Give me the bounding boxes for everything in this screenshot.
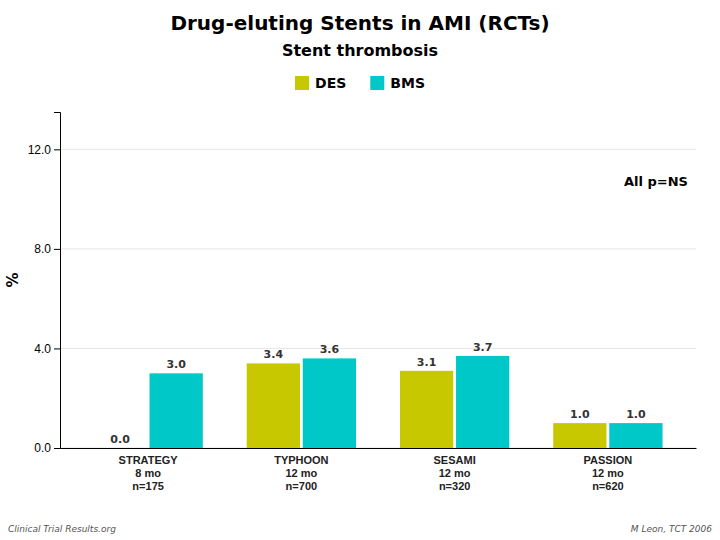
- bar: [303, 358, 356, 448]
- tick: 8.0: [34, 242, 60, 256]
- bars: [150, 356, 663, 448]
- tick: SESAMI12 mon=320: [434, 448, 476, 492]
- legend-swatch: [295, 76, 309, 90]
- legend: DES BMS: [295, 75, 425, 91]
- tick: STRATEGY8 mon=175: [119, 448, 179, 492]
- tick-label: 4.0: [34, 342, 51, 356]
- tick-label: 12.0: [28, 143, 52, 157]
- data-labels: 0.0 3.4 3.1 1.0 3.0 3.6 3.7 1.0: [110, 341, 646, 446]
- tick-mark: [54, 448, 60, 449]
- tick-label: TYPHOON12 mon=700: [274, 454, 328, 492]
- data-label: 1.0: [626, 408, 646, 421]
- data-label: 3.4: [264, 348, 284, 361]
- legend-item: DES: [295, 75, 346, 91]
- tick-label: 8.0: [34, 242, 51, 256]
- legend-item: BMS: [370, 75, 425, 91]
- tick-label: SESAMI12 mon=320: [434, 454, 476, 492]
- grid-line: [60, 348, 696, 349]
- tick: 12.0: [28, 143, 60, 157]
- data-label: 1.0: [570, 408, 590, 421]
- grid-line: [60, 149, 696, 150]
- annotation: All p=NS: [624, 174, 688, 189]
- data-label: 3.6: [320, 343, 340, 356]
- bar: [93, 448, 146, 449]
- axis-line: [61, 448, 697, 449]
- axis-line: [54, 113, 61, 449]
- bar: [247, 363, 300, 448]
- y-axis-title: %: [4, 272, 22, 287]
- grid-line: [60, 248, 696, 249]
- chart: Drug-eluting Stents in AMI (RCTs) Stent t…: [0, 0, 720, 540]
- bar: [400, 371, 453, 448]
- footer: M Leon, TCT 2006: [631, 524, 712, 534]
- grid: [60, 149, 696, 448]
- tick: 4.0: [34, 342, 60, 356]
- tick-mark: [54, 149, 60, 150]
- tick: TYPHOON12 mon=700: [274, 448, 328, 492]
- tick: 0.0: [34, 441, 60, 455]
- data-label: 0.0: [110, 433, 130, 446]
- tick-label: 0.0: [34, 441, 51, 455]
- tick-label: STRATEGY8 mon=175: [119, 454, 179, 492]
- plot: 0.0 3.4 3.1 1.0 3.0 3.6 3.7 1.0 0.0 4.0 8.0 12.0 STR…: [28, 113, 697, 493]
- footer: Clinical Trial Results.org: [8, 524, 116, 534]
- tick: PASSION12 mon=620: [584, 448, 633, 492]
- tick-mark: [54, 249, 60, 250]
- data-label: 3.1: [417, 356, 437, 369]
- bar: [150, 373, 203, 448]
- data-label: 3.7: [473, 341, 493, 354]
- y-axis: 0.0 4.0 8.0 12.0: [28, 113, 61, 456]
- legend-label: DES: [315, 75, 346, 91]
- tick-label: PASSION12 mon=620: [584, 454, 633, 492]
- tick-mark: [54, 348, 60, 349]
- legend-label: BMS: [390, 75, 425, 91]
- subtitle: Stent thrombosis: [282, 41, 438, 60]
- legend-swatch: [370, 76, 384, 90]
- data-label: 3.0: [166, 358, 186, 371]
- bar: [553, 423, 606, 448]
- title: Drug-eluting Stents in AMI (RCTs): [170, 11, 549, 35]
- bar: [456, 356, 509, 448]
- x-axis: STRATEGY8 mon=175 TYPHOON12 mon=700 SESAMI…: [61, 448, 697, 492]
- bar: [609, 423, 662, 448]
